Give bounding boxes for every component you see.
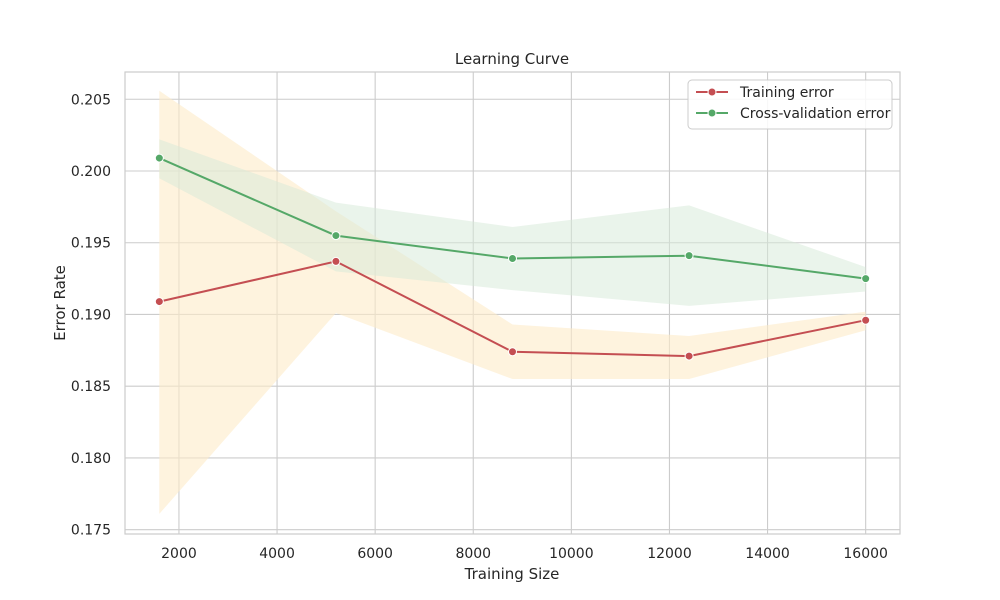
x-tick-labels: 2000 4000 6000 8000 10000 12000 14000 16000 [161,546,888,562]
legend-label: Cross-validation error [740,106,891,122]
data-point-training [861,315,871,325]
x-tick-label: 2000 [161,546,197,562]
y-tick-label: 0.185 [71,379,111,395]
y-tick-label: 0.175 [71,523,111,539]
x-axis-title: Training Size [464,565,560,583]
x-tick-label: 10000 [549,546,594,562]
data-point-cross-validation [508,254,517,264]
x-tick-label: 16000 [843,546,888,562]
grid-lines [125,72,900,534]
data-point-training [154,297,164,307]
y-tick-labels: 0.175 0.180 0.185 0.190 0.195 0.200 0.205 [71,92,111,538]
data-point-cross-validation [154,153,164,163]
x-tick-label: 4000 [259,546,295,562]
chart-title: Learning Curve [455,50,569,68]
plot-frame [124,71,901,535]
legend-point-marker [707,87,717,97]
data-point-training [684,351,694,361]
data-point-cross-validation [331,231,341,241]
x-tick-label: 12000 [647,546,692,562]
data-point-cross-validation [684,251,694,261]
legend-box [687,79,893,130]
data-point-training [508,347,517,357]
y-axis-title: Error Rate [51,265,69,341]
series-points [154,153,871,361]
y-tick-label: 0.190 [71,307,111,323]
y-tick-label: 0.200 [71,164,111,180]
legend: Training error Cross-validation error [687,79,893,130]
data-point-training [331,256,341,266]
x-tick-label: 8000 [455,546,491,562]
legend-point-marker [707,108,717,118]
legend-label: Training error [739,85,834,101]
y-tick-label: 0.195 [71,236,111,252]
x-tick-label: 6000 [357,546,393,562]
y-tick-label: 0.205 [71,92,111,108]
confidence-band-training [159,90,866,514]
y-tick-label: 0.180 [71,451,111,467]
data-point-cross-validation [861,274,871,284]
x-tick-label: 14000 [745,546,790,562]
